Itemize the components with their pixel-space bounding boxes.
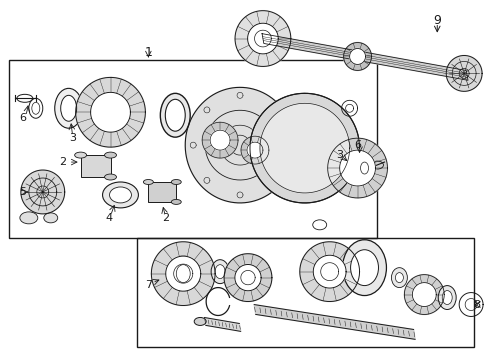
- Polygon shape: [76, 77, 145, 147]
- Text: 6: 6: [20, 113, 26, 123]
- Bar: [148, 182, 176, 202]
- Ellipse shape: [171, 199, 181, 204]
- Ellipse shape: [55, 88, 82, 128]
- Polygon shape: [165, 256, 201, 291]
- Ellipse shape: [360, 162, 368, 174]
- Ellipse shape: [160, 93, 190, 137]
- Polygon shape: [224, 254, 271, 302]
- Ellipse shape: [342, 240, 386, 296]
- Ellipse shape: [215, 265, 224, 279]
- Polygon shape: [260, 103, 349, 193]
- Bar: [137, 238, 473, 347]
- Ellipse shape: [104, 152, 116, 158]
- Polygon shape: [235, 11, 290, 67]
- Ellipse shape: [102, 182, 138, 208]
- Polygon shape: [327, 138, 386, 198]
- Text: 3: 3: [69, 133, 76, 143]
- Polygon shape: [313, 255, 346, 288]
- Polygon shape: [151, 242, 215, 306]
- Bar: [81, 155, 110, 177]
- Polygon shape: [262, 33, 467, 80]
- Ellipse shape: [104, 174, 116, 180]
- Polygon shape: [241, 136, 268, 164]
- Text: 9: 9: [432, 14, 440, 27]
- Text: 4: 4: [105, 213, 112, 223]
- Ellipse shape: [169, 256, 197, 292]
- Polygon shape: [90, 93, 130, 132]
- Ellipse shape: [20, 212, 38, 224]
- Polygon shape: [299, 242, 359, 302]
- Ellipse shape: [109, 187, 131, 203]
- Text: 8: 8: [472, 300, 479, 310]
- Polygon shape: [21, 170, 64, 214]
- Polygon shape: [404, 275, 443, 315]
- Polygon shape: [246, 142, 263, 158]
- Ellipse shape: [61, 95, 77, 121]
- Ellipse shape: [165, 99, 185, 131]
- Ellipse shape: [441, 291, 451, 305]
- Ellipse shape: [44, 213, 58, 223]
- Bar: [9, 60, 377, 238]
- Polygon shape: [185, 87, 294, 203]
- Text: 3: 3: [335, 150, 343, 160]
- Polygon shape: [446, 55, 481, 91]
- Polygon shape: [349, 49, 365, 64]
- Polygon shape: [234, 265, 261, 291]
- Polygon shape: [204, 318, 240, 331]
- Text: 1: 1: [144, 46, 152, 59]
- Text: 6: 6: [353, 140, 360, 150]
- Ellipse shape: [350, 250, 378, 285]
- Text: 2: 2: [162, 213, 168, 223]
- Ellipse shape: [75, 152, 86, 158]
- Ellipse shape: [171, 180, 181, 184]
- Ellipse shape: [194, 318, 206, 325]
- Polygon shape: [343, 42, 371, 71]
- Ellipse shape: [211, 260, 228, 284]
- Ellipse shape: [437, 285, 455, 310]
- Polygon shape: [210, 130, 229, 150]
- Polygon shape: [202, 122, 238, 158]
- Text: 5: 5: [20, 187, 26, 197]
- Text: 7: 7: [144, 280, 152, 289]
- Ellipse shape: [176, 265, 190, 283]
- Polygon shape: [247, 23, 278, 54]
- Ellipse shape: [356, 157, 372, 179]
- Polygon shape: [249, 93, 359, 203]
- Ellipse shape: [395, 273, 403, 283]
- Polygon shape: [254, 305, 414, 339]
- Ellipse shape: [143, 180, 153, 184]
- Ellipse shape: [390, 268, 407, 288]
- Polygon shape: [249, 93, 359, 203]
- Polygon shape: [411, 283, 435, 306]
- Text: 2: 2: [59, 157, 66, 167]
- Polygon shape: [339, 150, 375, 186]
